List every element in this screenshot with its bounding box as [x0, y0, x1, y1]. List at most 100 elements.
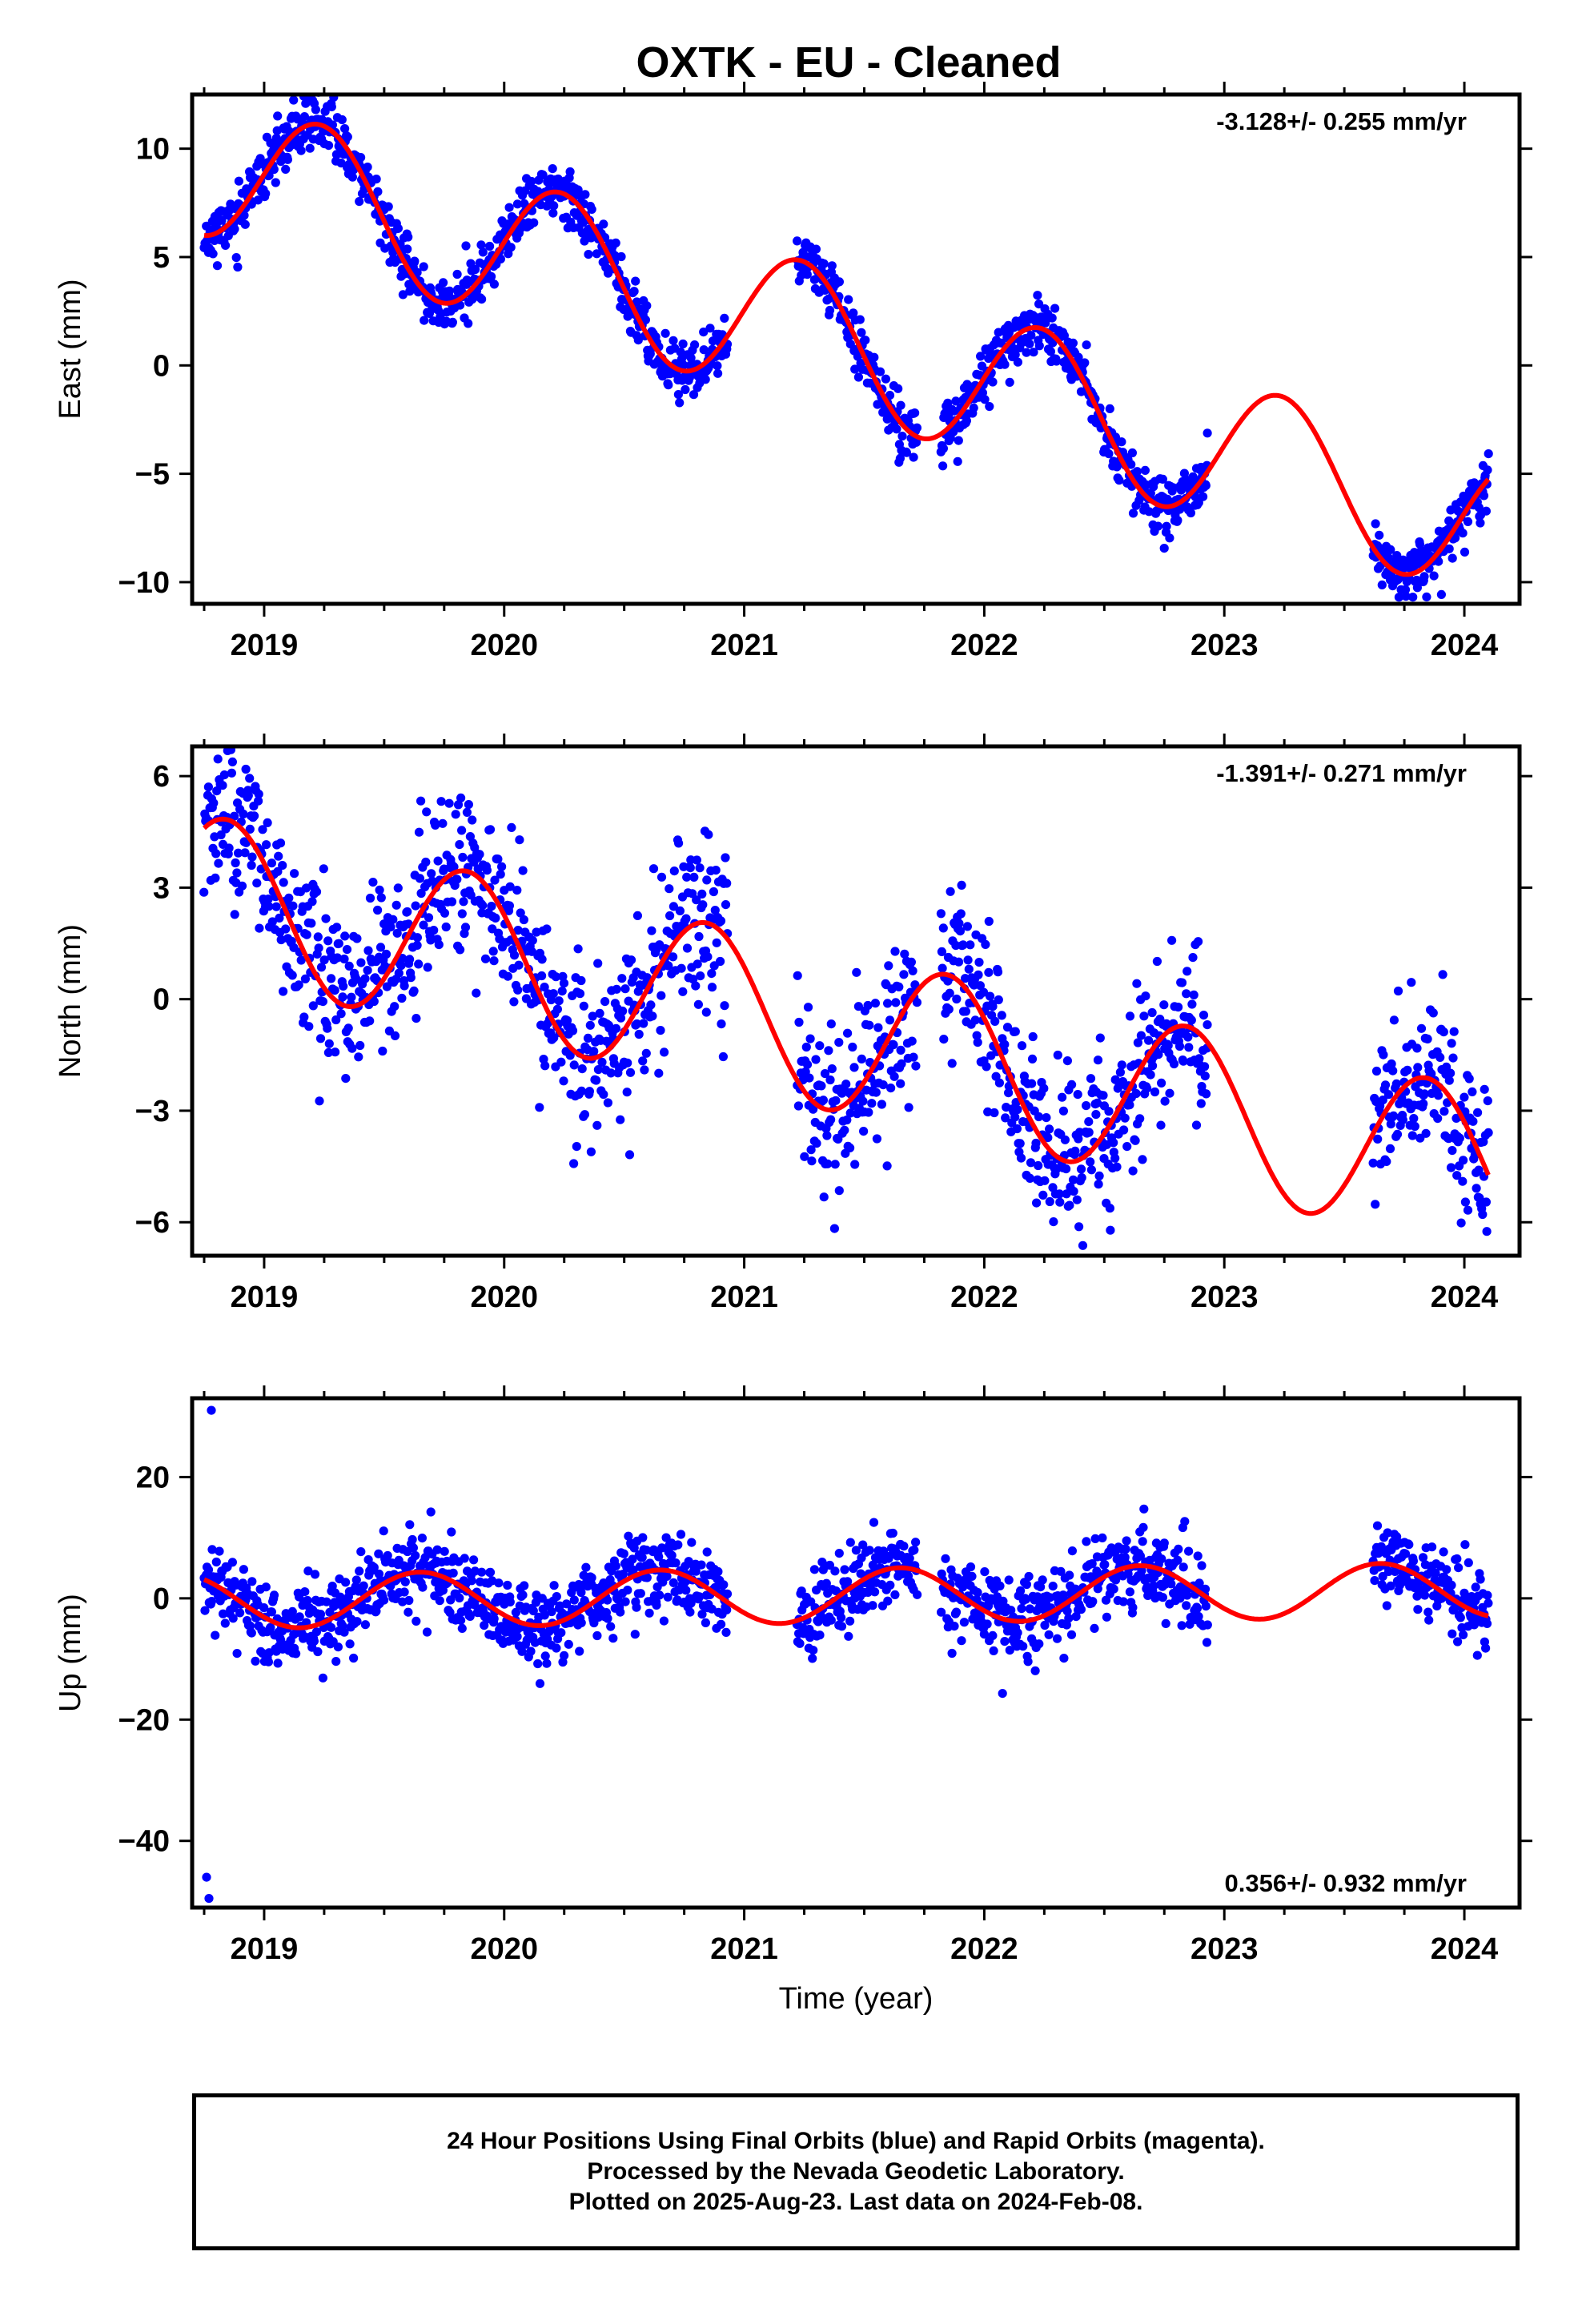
- data-point: [301, 883, 311, 893]
- data-point: [295, 1612, 304, 1622]
- data-point: [1413, 1605, 1423, 1614]
- data-point: [1472, 1651, 1482, 1660]
- data-point: [1459, 1630, 1468, 1639]
- rate-annotation: -3.128+/- 0.255 mm/yr: [1216, 107, 1467, 135]
- data-point: [307, 897, 317, 907]
- data-point: [247, 1577, 257, 1586]
- data-point: [620, 1597, 630, 1606]
- data-point: [857, 328, 866, 337]
- data-point: [239, 1565, 248, 1574]
- data-point: [209, 798, 219, 808]
- data-point: [296, 955, 306, 965]
- data-point: [243, 790, 253, 801]
- data-point: [580, 1110, 590, 1120]
- data-point: [369, 1562, 379, 1572]
- data-point: [489, 279, 500, 289]
- data-point: [794, 1017, 804, 1027]
- data-point: [1016, 1153, 1026, 1163]
- data-point: [309, 1636, 319, 1646]
- data-point: [1141, 991, 1150, 1001]
- data-point: [221, 240, 231, 250]
- data-point: [316, 963, 327, 972]
- data-point: [264, 902, 274, 911]
- data-point: [518, 866, 528, 875]
- data-point: [496, 254, 506, 263]
- data-point: [1026, 1158, 1036, 1168]
- data-point: [850, 1160, 860, 1169]
- data-point: [487, 271, 496, 281]
- data-point: [412, 1616, 421, 1626]
- data-point: [697, 1560, 706, 1570]
- data-point: [1482, 1227, 1492, 1236]
- data-point: [1473, 1108, 1483, 1117]
- data-point: [509, 951, 520, 960]
- data-point: [383, 202, 393, 211]
- data-point: [897, 1059, 906, 1068]
- data-point: [548, 208, 558, 218]
- data-point: [287, 1606, 297, 1616]
- data-point: [623, 1586, 632, 1595]
- data-point: [707, 1604, 717, 1614]
- data-point: [211, 1557, 221, 1567]
- data-point: [656, 991, 666, 1000]
- data-point: [1140, 465, 1150, 476]
- data-point: [1371, 1066, 1382, 1076]
- data-point: [1135, 1114, 1145, 1124]
- data-point: [980, 1567, 990, 1577]
- data-point: [422, 1627, 432, 1637]
- data-point: [606, 1622, 616, 1631]
- data-point: [291, 1649, 301, 1659]
- data-point: [696, 971, 705, 981]
- data-point: [432, 1545, 442, 1554]
- data-point: [1418, 1553, 1428, 1562]
- data-point: [611, 1023, 621, 1033]
- data-point: [493, 854, 503, 864]
- data-point: [1193, 1551, 1203, 1561]
- y-tick-label: −5: [135, 458, 170, 492]
- data-point: [998, 1596, 1008, 1606]
- data-point: [1158, 1593, 1167, 1602]
- data-point: [535, 1679, 545, 1688]
- data-point: [1010, 1112, 1020, 1122]
- data-point: [1483, 1590, 1492, 1600]
- data-point: [1049, 1217, 1058, 1227]
- data-point: [1199, 492, 1208, 501]
- data-point: [296, 146, 306, 155]
- data-point: [365, 1016, 375, 1026]
- data-point: [419, 262, 428, 271]
- data-point: [397, 993, 407, 1003]
- data-point: [1042, 1113, 1051, 1123]
- data-point: [267, 917, 277, 927]
- data-point: [440, 908, 450, 918]
- data-point: [1005, 377, 1014, 387]
- data-point: [575, 989, 585, 999]
- footer-box: 24 Hour Positions Using Final Orbits (bl…: [192, 2093, 1520, 2250]
- data-point: [1481, 1197, 1491, 1207]
- data-point: [404, 232, 413, 242]
- data-point: [489, 956, 499, 966]
- data-point: [276, 935, 286, 945]
- x-tick-label: 2019: [231, 629, 299, 662]
- y-tick-label: −10: [118, 566, 170, 600]
- data-point: [682, 872, 692, 882]
- data-point: [299, 112, 309, 122]
- data-point: [503, 1580, 512, 1590]
- data-point: [1186, 508, 1195, 518]
- data-point: [689, 390, 699, 400]
- data-point: [540, 1061, 550, 1071]
- data-point: [211, 849, 221, 858]
- data-point: [674, 838, 684, 848]
- series-points: [199, 1405, 1493, 1904]
- data-point: [529, 218, 539, 227]
- data-point: [540, 1610, 549, 1620]
- data-point: [853, 1002, 863, 1011]
- data-point: [423, 963, 432, 972]
- data-point: [704, 830, 713, 839]
- data-point: [1458, 1176, 1468, 1186]
- data-point: [1194, 937, 1203, 947]
- data-point: [217, 215, 227, 225]
- data-point: [676, 1530, 686, 1539]
- data-point: [1459, 1156, 1468, 1165]
- data-point: [336, 1009, 346, 1019]
- data-point: [720, 1001, 729, 1011]
